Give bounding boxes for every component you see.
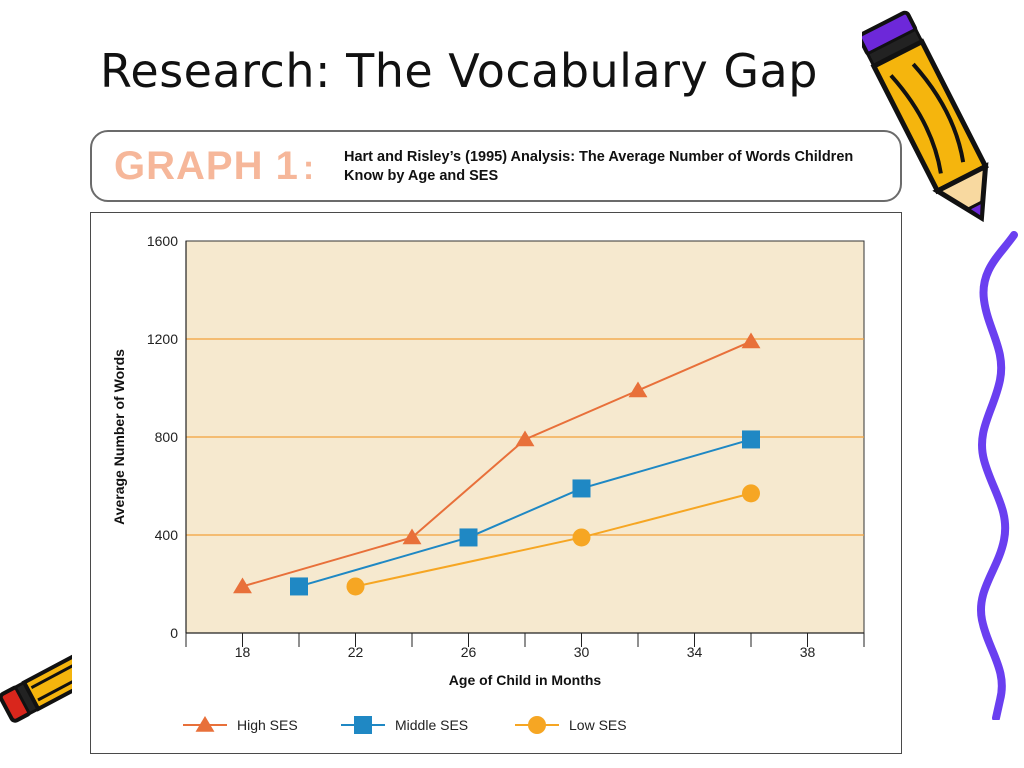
series-middle-ses [290, 430, 760, 596]
legend-label: High SES [237, 717, 298, 733]
x-tick-label: 38 [800, 644, 816, 660]
legend-item: Middle SES [341, 716, 468, 734]
x-tick-label: 22 [348, 644, 364, 660]
series-low-ses [346, 484, 760, 596]
y-tick-label: 1200 [147, 331, 178, 347]
graph-caption: Hart and Risley’s (1995) Analysis: The A… [344, 149, 854, 184]
data-point [515, 430, 535, 447]
series-high-ses [233, 332, 761, 594]
x-tick-label: 34 [687, 644, 703, 660]
graph-badge: GRAPH 1: [114, 144, 315, 189]
data-point [402, 528, 422, 545]
axes: 0 400 800 1200 1600 18 22 26 30 34 38 [147, 233, 865, 660]
data-point [528, 716, 546, 734]
data-point [572, 479, 591, 498]
graph-badge-colon: : [302, 149, 316, 187]
pencil-icon [0, 652, 72, 723]
x-tick-label: 30 [574, 644, 590, 660]
legend-label: Middle SES [395, 717, 468, 733]
legend-label: Low SES [569, 717, 627, 733]
y-tick-label: 1600 [147, 233, 178, 249]
slide-title: Research: The Vocabulary Gap [100, 44, 818, 98]
graph-badge-text: GRAPH 1 [114, 144, 299, 188]
x-tick-label: 18 [235, 644, 251, 660]
x-axis-label: Age of Child in Months [449, 672, 602, 688]
legend-item: Low SES [515, 716, 627, 734]
pencil-icon [862, 10, 989, 223]
y-tick-label: 800 [155, 429, 179, 445]
chart-container: 0 400 800 1200 1600 18 22 26 30 34 38 High SES Midd… [90, 212, 902, 754]
line-chart: 0 400 800 1200 1600 18 22 26 30 34 38 High SES Midd… [111, 233, 865, 734]
data-point [233, 577, 252, 594]
y-tick-label: 400 [155, 527, 179, 543]
legend-item: High SES [183, 716, 298, 733]
y-axis-label: Average Number of Words [111, 349, 127, 525]
data-point [290, 577, 308, 596]
data-point [346, 577, 365, 596]
y-tick-label: 0 [170, 625, 178, 641]
data-point [628, 381, 648, 398]
data-point [354, 716, 372, 734]
data-point [742, 484, 760, 503]
data-point [459, 528, 478, 547]
data-point [572, 528, 591, 547]
graph-header: GRAPH 1: Hart and Risley’s (1995) Analys… [90, 130, 902, 202]
squiggle-decoration-icon [977, 231, 1018, 720]
series-group [233, 332, 761, 596]
x-tick-label: 26 [461, 644, 477, 660]
data-point [741, 332, 761, 349]
series-line [298, 438, 752, 588]
data-point [742, 430, 760, 449]
legend: High SES Middle SES Low SES [183, 716, 627, 734]
data-point [195, 716, 215, 732]
